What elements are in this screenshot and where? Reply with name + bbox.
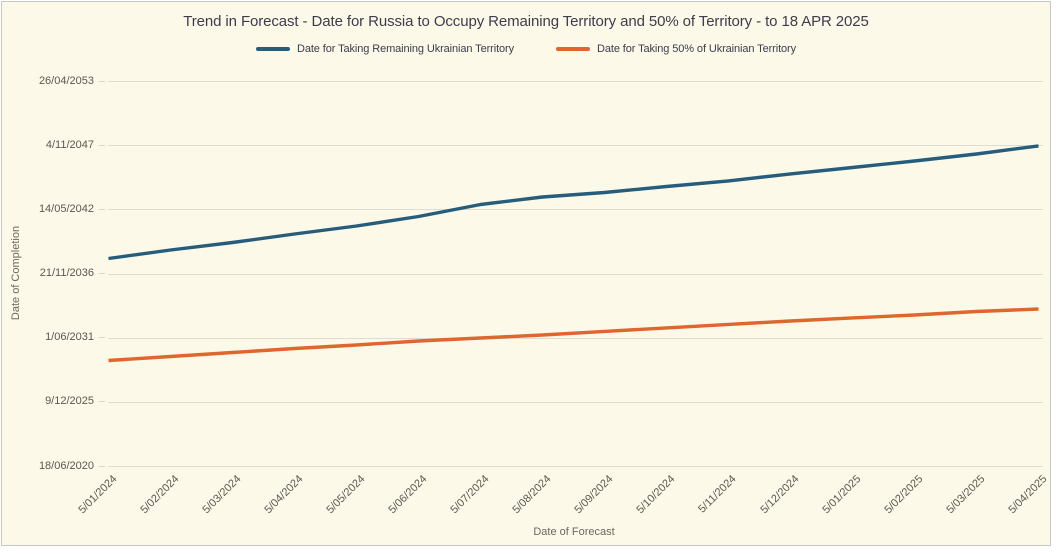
x-tick-label: 5/03/2025 xyxy=(943,473,987,517)
y-tick-label: 14/05/2042 xyxy=(38,202,94,215)
y-tick-mark xyxy=(99,466,105,467)
x-tick-label: 5/01/2024 xyxy=(75,473,119,517)
x-axis-title: Date of Forecast xyxy=(533,526,615,538)
legend-label: Date for Taking Remaining Ukrainian Terr… xyxy=(296,43,515,55)
x-tick-label: 5/07/2024 xyxy=(447,473,491,517)
x-tick-label: 5/12/2024 xyxy=(757,473,801,517)
legend-line-swatch-orange xyxy=(556,47,591,51)
x-tick-label: 5/01/2025 xyxy=(819,473,863,517)
legend-label: Date for Taking 50% of Ukrainian Territo… xyxy=(597,43,797,55)
chart-panel: Trend in Forecast - Date for Russia to O… xyxy=(1,1,1051,546)
y-tick-label: 21/11/2036 xyxy=(39,267,94,279)
legend-item-fifty-percent[interactable]: Date for Taking 50% of Ukrainian Territo… xyxy=(556,43,796,55)
x-tick-label: 5/08/2024 xyxy=(509,473,553,517)
y-tick-label: 26/04/2053 xyxy=(38,74,94,87)
x-tick-label: 5/03/2024 xyxy=(199,473,243,517)
legend-line-swatch-blue xyxy=(255,47,290,51)
y-tick-label: 9/12/2025 xyxy=(45,395,94,408)
x-tick-label: 5/06/2024 xyxy=(385,473,429,517)
plot-area xyxy=(107,80,1043,467)
x-tick-label: 5/04/2024 xyxy=(261,473,305,517)
y-tick-label: 4/11/2047 xyxy=(45,138,94,151)
x-tick-label: 5/04/2025 xyxy=(1005,473,1049,517)
y-tick-label: 18/06/2020 xyxy=(38,459,94,472)
y-tick-mark xyxy=(99,273,105,274)
y-axis-title: Date of Completion xyxy=(10,225,22,321)
x-tick-label: 5/09/2024 xyxy=(571,473,615,517)
legend-item-remaining-territory[interactable]: Date for Taking Remaining Ukrainian Terr… xyxy=(255,43,515,55)
x-tick-label: 5/02/2025 xyxy=(881,473,925,517)
y-tick-label: 1/06/2031 xyxy=(45,331,94,344)
x-tick-label: 5/02/2024 xyxy=(137,473,181,517)
x-tick-label: 5/11/2024 xyxy=(696,473,739,516)
line-remaining-territory xyxy=(107,143,1039,260)
line-fifty-percent xyxy=(107,306,1039,362)
y-tick-mark xyxy=(99,209,105,210)
y-tick-mark xyxy=(99,145,105,146)
y-tick-mark xyxy=(99,337,105,338)
y-tick-mark xyxy=(99,401,105,402)
x-tick-label: 5/10/2024 xyxy=(633,473,677,517)
x-tick-label: 5/05/2024 xyxy=(323,473,367,517)
y-tick-mark xyxy=(99,81,105,82)
legend: Date for Taking Remaining Ukrainian Terr… xyxy=(2,43,1050,55)
chart-title: Trend in Forecast - Date for Russia to O… xyxy=(183,13,869,30)
